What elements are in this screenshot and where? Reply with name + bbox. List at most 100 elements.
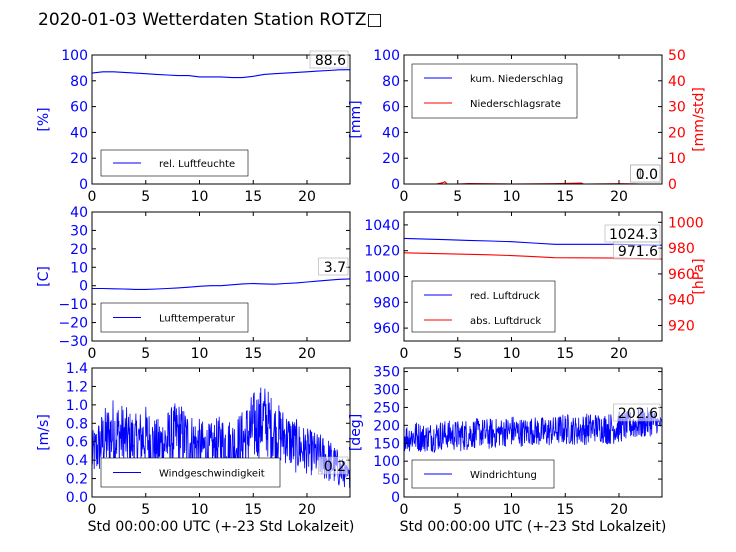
y2-tick-label: 940 xyxy=(668,293,695,309)
y-axis-label: [%] xyxy=(36,107,52,131)
legend-label: Niederschlagsrate xyxy=(470,99,561,110)
x-tick-label: 15 xyxy=(556,502,574,518)
x-tick-label: 10 xyxy=(503,502,521,518)
x-tick-label: 20 xyxy=(610,346,628,362)
x-tick-label: 15 xyxy=(244,346,262,362)
y-tick-label: 100 xyxy=(61,48,88,64)
y2-axis-label: [mm/std] xyxy=(691,87,707,152)
y-tick-label: 0 xyxy=(391,490,400,506)
annotation-value: 202.6 xyxy=(618,406,658,422)
legend-box xyxy=(411,63,578,119)
x-tick-label: 5 xyxy=(141,502,150,518)
y-tick-label: 1000 xyxy=(364,270,400,286)
y-tick-label: 0.0 xyxy=(66,490,88,506)
x-tick-label: 5 xyxy=(453,346,462,362)
series-line-1 xyxy=(92,387,350,489)
y-tick-label: 60 xyxy=(382,100,400,116)
axes-frame xyxy=(403,367,663,498)
legend-label: Windrichtung xyxy=(470,470,537,481)
y-tick-label: 1020 xyxy=(364,244,400,260)
x-tick-label: 5 xyxy=(141,346,150,362)
y-axis-label: [mm] xyxy=(348,100,364,138)
annotation-box xyxy=(630,164,661,183)
series-line-1 xyxy=(92,278,350,290)
annotation-box xyxy=(309,50,349,69)
annotation-value: 0.2 xyxy=(324,459,346,475)
figure-title: 2020-01-03 Wetterdaten Station ROTZ□ xyxy=(38,10,383,30)
y-tick-label: 250 xyxy=(373,400,400,416)
y-tick-label: 80 xyxy=(382,74,400,90)
y-tick-label: 0 xyxy=(79,177,88,193)
x-tick-label: 0 xyxy=(400,346,409,362)
axes-frame xyxy=(91,211,351,342)
annotation-value: 1024.3 xyxy=(609,227,658,243)
x-tick-label: 10 xyxy=(191,502,209,518)
y-tick-label: 1.0 xyxy=(66,398,88,414)
y-tick-label: 0.8 xyxy=(66,416,88,432)
legend-label: red. Luftdruck xyxy=(470,291,540,302)
panel-temperature: 0 5 10 15 20 −30 −20 −10 0 10 20 30 40 [C] Lufttempera… xyxy=(36,205,351,362)
x-tick-label: 20 xyxy=(610,189,628,205)
y-tick-label: 20 xyxy=(382,151,400,167)
y-tick-label: 0.6 xyxy=(66,435,88,451)
legend: Windrichtung xyxy=(411,459,555,489)
legend-label: abs. Luftdruck xyxy=(470,316,541,327)
annotation-box xyxy=(613,403,661,422)
y-tick-label: 40 xyxy=(70,125,88,141)
y2-tick-label: 960 xyxy=(668,267,695,283)
y2-tick-label: 0 xyxy=(668,177,677,193)
x-tick-label: 5 xyxy=(453,189,462,205)
x-tick-label: 0 xyxy=(88,189,97,205)
legend-box xyxy=(411,459,555,489)
y-tick-label: 80 xyxy=(70,74,88,90)
y-tick-label: −30 xyxy=(58,334,88,350)
legend-box xyxy=(100,457,281,488)
legend: rel. Luftfeuchte xyxy=(100,149,249,177)
y-tick-label: 150 xyxy=(373,436,400,452)
y-axis-label: [C] xyxy=(36,266,52,287)
y-tick-label: 60 xyxy=(70,100,88,116)
x-tick-label: 20 xyxy=(298,502,316,518)
x-axis-label: Std 00:00:00 UTC (+-23 Std Lokalzeit) xyxy=(88,519,355,535)
axes-frame xyxy=(91,367,351,498)
panel-windspeed: 0 5 10 15 20 0.0 0.2 0.4 0.6 0.8 1.0 1.2 1.4 [m/s] Std… xyxy=(36,361,354,535)
y2-tick-label: 30 xyxy=(668,100,686,116)
panel-humidity: 0 5 10 15 20 0 20 40 60 80 100 [%] rel. Luftfeuchte 8… xyxy=(36,48,351,205)
y-tick-label: 30 xyxy=(70,223,88,239)
legend-label: Windgeschwindigkeit xyxy=(159,469,265,480)
y2-tick-label: 10 xyxy=(668,151,686,167)
y2-tick-label: 40 xyxy=(668,74,686,90)
y2-tick-label: 920 xyxy=(668,319,695,335)
y-tick-label: 20 xyxy=(70,242,88,258)
legend: red. Luftdruck abs. Luftdruck xyxy=(411,280,556,333)
y-tick-label: 20 xyxy=(70,151,88,167)
legend-label: rel. Luftfeuchte xyxy=(159,159,235,170)
x-tick-label: 20 xyxy=(298,346,316,362)
x-tick-label: 0 xyxy=(400,189,409,205)
y-tick-label: 100 xyxy=(373,454,400,470)
x-tick-label: 15 xyxy=(556,189,574,205)
x-tick-label: 15 xyxy=(244,189,262,205)
annotation-value: 88.6 xyxy=(315,53,346,69)
x-tick-label: 5 xyxy=(141,189,150,205)
axes-frame xyxy=(91,54,351,185)
y-tick-label: −20 xyxy=(58,316,88,332)
x-tick-label: 15 xyxy=(244,502,262,518)
y-tick-label: 10 xyxy=(70,260,88,276)
series-group xyxy=(92,387,350,489)
x-tick-label: 10 xyxy=(191,189,209,205)
y-tick-label: −10 xyxy=(58,297,88,313)
x-tick-label: 5 xyxy=(453,502,462,518)
y-tick-label: 980 xyxy=(373,295,400,311)
annotation-box xyxy=(318,456,349,475)
axes-frame xyxy=(403,54,663,185)
y-tick-label: 50 xyxy=(382,472,400,488)
panel-pressure: 0 5 10 15 20 960 980 1000 1020 1040 920 940 960 980 10… xyxy=(364,211,707,362)
x-tick-label: 10 xyxy=(503,189,521,205)
series-group xyxy=(92,278,350,290)
y-tick-label: 1.4 xyxy=(66,361,88,377)
y-axis-label: [deg] xyxy=(348,414,364,451)
series-line-1 xyxy=(92,69,350,79)
legend-box xyxy=(411,280,556,333)
